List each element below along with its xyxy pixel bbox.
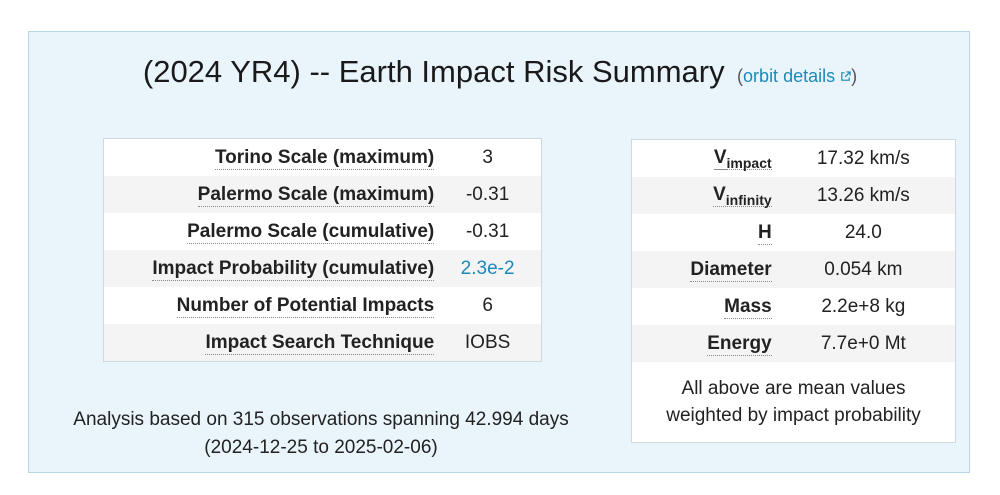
v-impact-symbol: V (713, 146, 727, 170)
table-row: Impact Search Technique IOBS (103, 324, 542, 362)
table-row: Palermo Scale (cumulative) -0.31 (104, 213, 542, 250)
v-infinity-label: Vinfinity (631, 177, 772, 214)
mean-values-note-line2: weighted by impact probability (666, 405, 921, 426)
potential-impacts-label-text[interactable]: Number of Potential Impacts (176, 294, 435, 318)
orbit-details-label: orbit details (743, 66, 836, 86)
page-title: (2024 YR4) -- Earth Impact Risk Summary (142, 54, 725, 89)
torino-scale-label-text[interactable]: Torino Scale (maximum) (214, 146, 435, 170)
potential-impacts-value: 6 (482, 294, 493, 316)
table-row: Vinfinity 13.26 km/s (631, 177, 956, 214)
v-impact-label-text[interactable]: Vimpact (713, 146, 772, 171)
diameter-label: Diameter (631, 251, 772, 288)
torino-scale-label: Torino Scale (maximum) (104, 139, 435, 177)
table-row: Number of Potential Impacts 6 (104, 287, 542, 324)
palermo-cum-label: Palermo Scale (cumulative) (104, 213, 435, 250)
table-row: H 24.0 (632, 214, 956, 251)
mean-values-note-line1: All above are mean values (681, 378, 906, 399)
v-infinity-value: 13.26 km/s (771, 177, 956, 214)
table-row: Palermo Scale (maximum) -0.31 (103, 176, 542, 213)
external-link-icon (841, 71, 851, 81)
table-row: Torino Scale (maximum) 3 (104, 139, 542, 177)
v-impact-subscript: impact (726, 154, 772, 171)
palermo-max-value: -0.31 (434, 176, 542, 213)
search-technique-value: IOBS (434, 324, 542, 362)
risk-table: Torino Scale (maximum) 3 Palermo Scale (… (103, 138, 542, 362)
mass-label-text[interactable]: Mass (724, 295, 772, 319)
energy-label: Energy (631, 325, 772, 362)
diameter-label-text[interactable]: Diameter (690, 258, 772, 282)
mean-values-note: All above are mean values weighted by imp… (631, 362, 956, 443)
physical-parameters-table: Vimpact 17.32 km/s Vinfinity 13.26 km/s … (631, 139, 956, 443)
v-impact-value: 17.32 km/s (816, 147, 910, 169)
table-row: All above are mean values weighted by imp… (631, 362, 956, 443)
mass-label: Mass (632, 288, 772, 325)
energy-label-text[interactable]: Energy (707, 332, 772, 356)
h-label: H (632, 214, 772, 251)
palermo-cum-value: -0.31 (465, 220, 510, 242)
v-infinity-symbol: V (713, 183, 726, 207)
orbit-close-paren: ) (851, 66, 858, 86)
v-infinity-subscript: infinity (725, 191, 772, 208)
impact-probability-label-text[interactable]: Impact Probability (cumulative) (152, 257, 435, 281)
potential-impacts-label: Number of Potential Impacts (104, 287, 435, 324)
palermo-max-label: Palermo Scale (maximum) (103, 176, 435, 213)
title-row: (2024 YR4) -- Earth Impact Risk Summary … (0, 54, 1000, 90)
v-impact-label: Vimpact (632, 140, 772, 178)
search-technique-label: Impact Search Technique (103, 324, 435, 362)
impact-probability-value: 2.3e-2 (434, 250, 542, 287)
table-row: Impact Probability (cumulative) 2.3e-2 (103, 250, 542, 287)
analysis-summary: Analysis based on 315 observations spann… (28, 406, 614, 462)
palermo-max-label-text[interactable]: Palermo Scale (maximum) (197, 183, 435, 207)
orbit-details-link[interactable]: orbit details (743, 66, 851, 86)
h-label-text[interactable]: H (757, 221, 772, 245)
mass-value: 2.2e+8 kg (821, 295, 906, 317)
table-row: Vimpact 17.32 km/s (632, 140, 956, 178)
impact-probability-link[interactable]: 2.3e-2 (460, 257, 515, 279)
orbit-details: (orbit details) (737, 66, 857, 86)
h-value: 24.0 (844, 221, 882, 243)
energy-value: 7.7e+0 Mt (771, 325, 956, 362)
torino-scale-value: 3 (482, 146, 493, 168)
diameter-value: 0.054 km (771, 251, 956, 288)
table-row: Diameter 0.054 km (631, 251, 956, 288)
orbit-open-paren: ( (737, 66, 744, 86)
v-infinity-label-text[interactable]: Vinfinity (713, 183, 772, 208)
palermo-cum-label-text[interactable]: Palermo Scale (cumulative) (187, 220, 435, 244)
analysis-line-1: Analysis based on 315 observations spann… (73, 409, 569, 430)
analysis-line-2: (2024-12-25 to 2025-02-06) (204, 437, 438, 458)
table-row: Energy 7.7e+0 Mt (631, 325, 956, 362)
table-row: Mass 2.2e+8 kg (632, 288, 956, 325)
impact-probability-label: Impact Probability (cumulative) (103, 250, 435, 287)
search-technique-label-text[interactable]: Impact Search Technique (205, 331, 435, 355)
